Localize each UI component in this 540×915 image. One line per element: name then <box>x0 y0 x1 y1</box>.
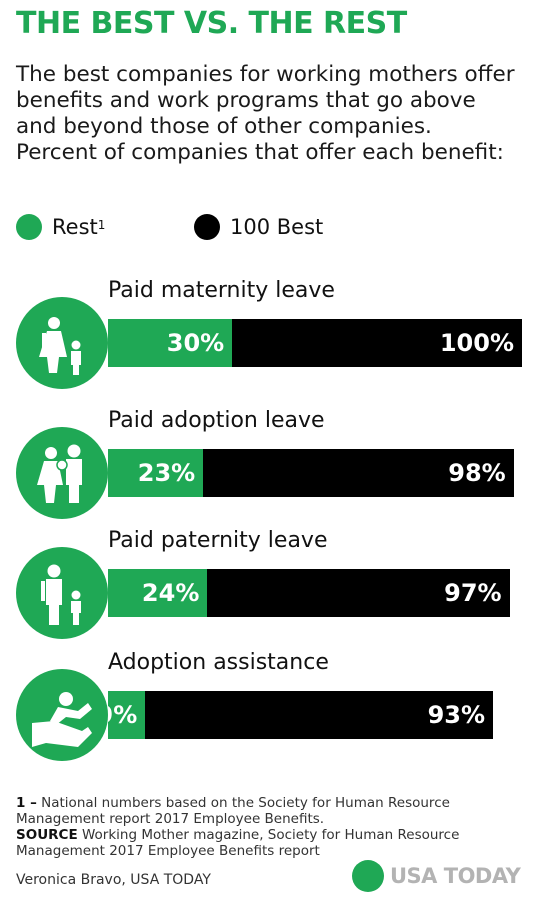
data-label-rest: 30% <box>166 329 225 357</box>
source-label: SOURCE <box>16 827 78 843</box>
legend-item-best: 100 Best <box>194 214 323 240</box>
chart-row: Adoption assistance 9% 93% <box>0 650 540 770</box>
category-label: Paid maternity leave <box>108 278 335 303</box>
bar-rest <box>108 449 204 497</box>
footnote: 1 – National numbers based on the Societ… <box>16 795 496 827</box>
data-label-best: 98% <box>448 459 506 487</box>
chart-row: Paid adoption leave 23% 98% <box>0 408 540 528</box>
legend-label-best: 100 Best <box>230 215 324 239</box>
baby-in-hand-icon <box>16 669 108 761</box>
brand-dot-icon <box>352 860 384 892</box>
parents-with-baby-icon <box>16 427 108 519</box>
bar-rest <box>108 569 208 617</box>
footnote-marker: 1 – <box>16 795 37 811</box>
legend-label-rest: Rest <box>52 215 98 239</box>
data-label-rest: 23% <box>137 459 196 487</box>
chart-subtitle: The best companies for working mothers o… <box>16 62 515 165</box>
footnote-block: 1 – National numbers based on the Societ… <box>16 795 496 859</box>
legend-swatch-rest <box>16 214 42 240</box>
category-label: Paid paternity leave <box>108 528 328 553</box>
data-label-best: 97% <box>444 579 502 607</box>
footnote-text: National numbers based on the Society fo… <box>16 795 450 827</box>
bar-rest <box>108 319 233 367</box>
legend: Rest 1 100 Best <box>16 214 496 244</box>
credit: Veronica Bravo, USA TODAY <box>16 872 211 888</box>
chart-row: Paid maternity leave 30% 100% <box>0 278 540 398</box>
father-with-child-icon <box>16 547 108 639</box>
data-label-best: 93% <box>427 701 486 729</box>
mother-with-child-icon <box>16 297 108 389</box>
category-label: Adoption assistance <box>108 650 329 675</box>
chart-title: THE BEST VS. THE REST <box>16 6 407 41</box>
chart-row: Paid paternity leave 24% 97% <box>0 528 540 648</box>
bar-best <box>108 691 494 739</box>
legend-item-rest: Rest 1 <box>16 214 105 240</box>
legend-swatch-best <box>194 214 220 240</box>
data-label-rest: 24% <box>141 579 200 607</box>
brand-name: USA TODAY <box>390 864 521 888</box>
source-text: Working Mother magazine, Society for Hum… <box>16 827 460 859</box>
category-label: Paid adoption leave <box>108 408 325 433</box>
brand-logo: USA TODAY <box>352 860 521 892</box>
bar-rest <box>108 691 146 739</box>
source-line: SOURCE Working Mother magazine, Society … <box>16 827 496 859</box>
legend-footnote-marker: 1 <box>97 218 106 232</box>
data-label-best: 100% <box>439 329 514 357</box>
